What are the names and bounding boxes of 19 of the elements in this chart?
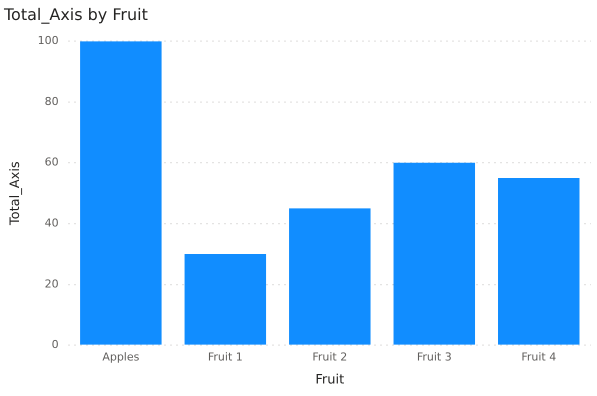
y-tick-label: 60 (44, 156, 59, 169)
y-tick-label: 20 (44, 277, 59, 290)
x-tick-label: Fruit 3 (416, 350, 452, 364)
x-tick-label: Fruit 1 (208, 350, 243, 364)
bar (80, 41, 162, 345)
chart-title: Total_Axis by Fruit (3, 4, 148, 24)
x-axis-title: Fruit (315, 372, 344, 388)
y-axis-title: Total_Axis (8, 161, 24, 226)
bar (184, 254, 266, 345)
y-tick-label: 40 (44, 216, 59, 230)
y-tick-label: 100 (38, 34, 59, 48)
x-tick-label: Apples (102, 350, 140, 364)
x-tick-label: Fruit 2 (312, 350, 348, 364)
bar (289, 208, 371, 345)
y-tick-label: 0 (52, 338, 59, 352)
x-tick-label: Fruit 4 (521, 350, 556, 364)
bar (394, 162, 476, 345)
y-tick-label: 80 (44, 94, 59, 108)
bar (498, 178, 580, 345)
